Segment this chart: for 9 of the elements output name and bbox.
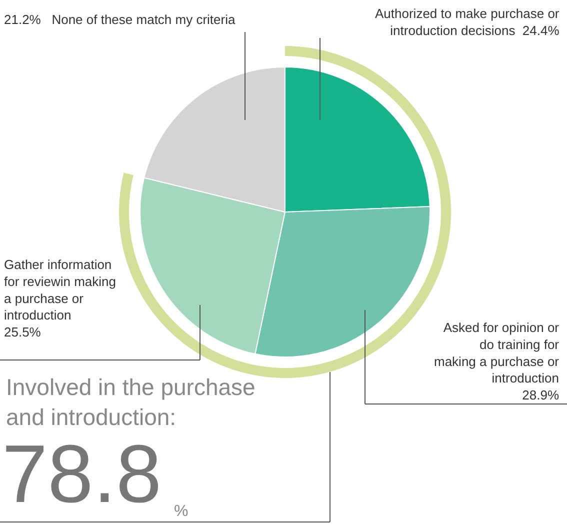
slice-label: Asked for opinion or do training for making a purchase or introduction [434, 320, 560, 386]
slice-label: 21.2% None of these match my criteria [4, 12, 236, 27]
text: Involved in the purchase and introduction: [6, 374, 256, 430]
slice-label: Authorized to make purchase or introduction decisions 24.4% [375, 6, 560, 38]
data-label: 28.9% [522, 388, 560, 403]
text: % [174, 503, 188, 520]
data-label: 25.5% [4, 324, 42, 340]
text: 78.8 [2, 429, 162, 520]
slice-label: Gather information for reviewin making a purchase or introduction [4, 257, 116, 323]
